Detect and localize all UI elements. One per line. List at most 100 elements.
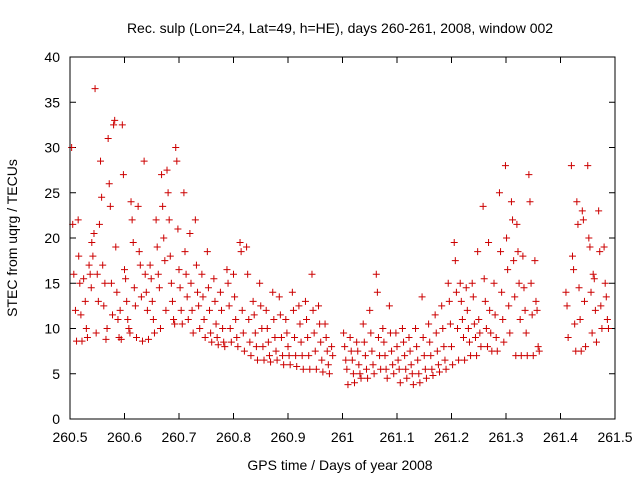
data-point bbox=[267, 358, 275, 366]
data-point bbox=[428, 365, 436, 373]
data-point bbox=[198, 270, 206, 278]
data-point bbox=[70, 270, 78, 278]
data-point bbox=[529, 352, 537, 360]
data-point bbox=[493, 347, 501, 355]
data-point bbox=[297, 338, 305, 346]
data-point bbox=[414, 356, 422, 364]
y-axis-label: STEC from uqrg / TECUs bbox=[4, 159, 20, 317]
data-point bbox=[574, 220, 582, 228]
data-point bbox=[346, 334, 354, 342]
data-point bbox=[366, 306, 374, 314]
data-point bbox=[604, 325, 612, 332]
data-point bbox=[150, 329, 158, 337]
data-point bbox=[122, 275, 130, 283]
data-point bbox=[189, 329, 197, 337]
data-point bbox=[402, 365, 410, 373]
data-point bbox=[279, 352, 287, 360]
data-point bbox=[291, 334, 299, 342]
data-point bbox=[567, 162, 575, 170]
data-point bbox=[167, 279, 175, 287]
data-point bbox=[178, 320, 186, 328]
data-point bbox=[601, 279, 609, 287]
data-point bbox=[207, 329, 215, 337]
data-point bbox=[257, 302, 265, 310]
data-point bbox=[492, 334, 500, 342]
data-point bbox=[463, 306, 471, 314]
data-point bbox=[324, 361, 332, 369]
x-tick-label: 260.6 bbox=[107, 429, 142, 445]
data-point bbox=[298, 352, 306, 360]
data-point bbox=[322, 334, 330, 342]
data-point bbox=[481, 297, 489, 305]
data-point bbox=[531, 257, 539, 265]
data-point bbox=[227, 338, 235, 346]
data-point bbox=[497, 248, 505, 256]
data-point bbox=[285, 352, 293, 360]
data-point bbox=[216, 288, 224, 296]
data-point bbox=[91, 85, 99, 93]
data-point bbox=[468, 279, 476, 287]
data-point bbox=[147, 275, 155, 283]
data-point bbox=[141, 270, 149, 278]
data-point bbox=[269, 288, 277, 296]
data-point bbox=[379, 325, 387, 332]
data-point bbox=[277, 334, 285, 342]
data-point bbox=[155, 284, 163, 292]
data-point bbox=[129, 239, 137, 247]
data-point bbox=[388, 347, 396, 355]
data-point bbox=[249, 297, 257, 305]
data-point bbox=[149, 315, 157, 323]
y-tick-label: 30 bbox=[44, 140, 60, 156]
data-point bbox=[490, 279, 498, 287]
data-point bbox=[471, 334, 479, 342]
data-point bbox=[575, 284, 583, 292]
data-point bbox=[369, 361, 377, 369]
data-point bbox=[212, 320, 220, 328]
data-point bbox=[318, 356, 326, 364]
data-point bbox=[356, 370, 364, 378]
data-point bbox=[528, 311, 536, 319]
data-point bbox=[361, 352, 369, 360]
data-point bbox=[103, 325, 111, 332]
data-point bbox=[517, 352, 525, 360]
data-point bbox=[418, 293, 426, 301]
data-point bbox=[97, 157, 105, 165]
x-tick-label: 261.5 bbox=[597, 429, 632, 445]
data-point bbox=[273, 356, 281, 364]
y-tick-label: 15 bbox=[44, 275, 60, 291]
data-point bbox=[176, 284, 184, 292]
data-point bbox=[456, 279, 464, 287]
data-point bbox=[432, 329, 440, 337]
data-point bbox=[100, 302, 108, 310]
data-point bbox=[311, 347, 319, 355]
data-point bbox=[81, 297, 89, 305]
data-point bbox=[372, 270, 380, 278]
data-point bbox=[433, 347, 441, 355]
data-point bbox=[76, 279, 84, 287]
data-point bbox=[280, 361, 288, 369]
data-point bbox=[370, 370, 378, 378]
data-point bbox=[509, 216, 517, 224]
data-point bbox=[576, 315, 584, 323]
data-point bbox=[315, 302, 323, 310]
data-point bbox=[134, 202, 142, 210]
data-point bbox=[225, 302, 233, 310]
data-point bbox=[592, 338, 600, 346]
data-point bbox=[461, 356, 469, 364]
data-point bbox=[483, 343, 491, 351]
data-point bbox=[519, 252, 527, 260]
data-point bbox=[385, 302, 393, 310]
data-point bbox=[184, 315, 192, 323]
data-point bbox=[392, 329, 400, 337]
data-point bbox=[451, 257, 459, 265]
data-point bbox=[95, 220, 103, 228]
data-point bbox=[159, 202, 167, 210]
data-point bbox=[201, 334, 209, 342]
data-point bbox=[208, 338, 216, 346]
x-axis-label: GPS time / Days of year 2008 bbox=[247, 457, 432, 473]
data-point bbox=[350, 379, 358, 387]
data-point bbox=[511, 293, 519, 301]
data-point bbox=[83, 334, 91, 342]
data-point bbox=[562, 288, 570, 296]
